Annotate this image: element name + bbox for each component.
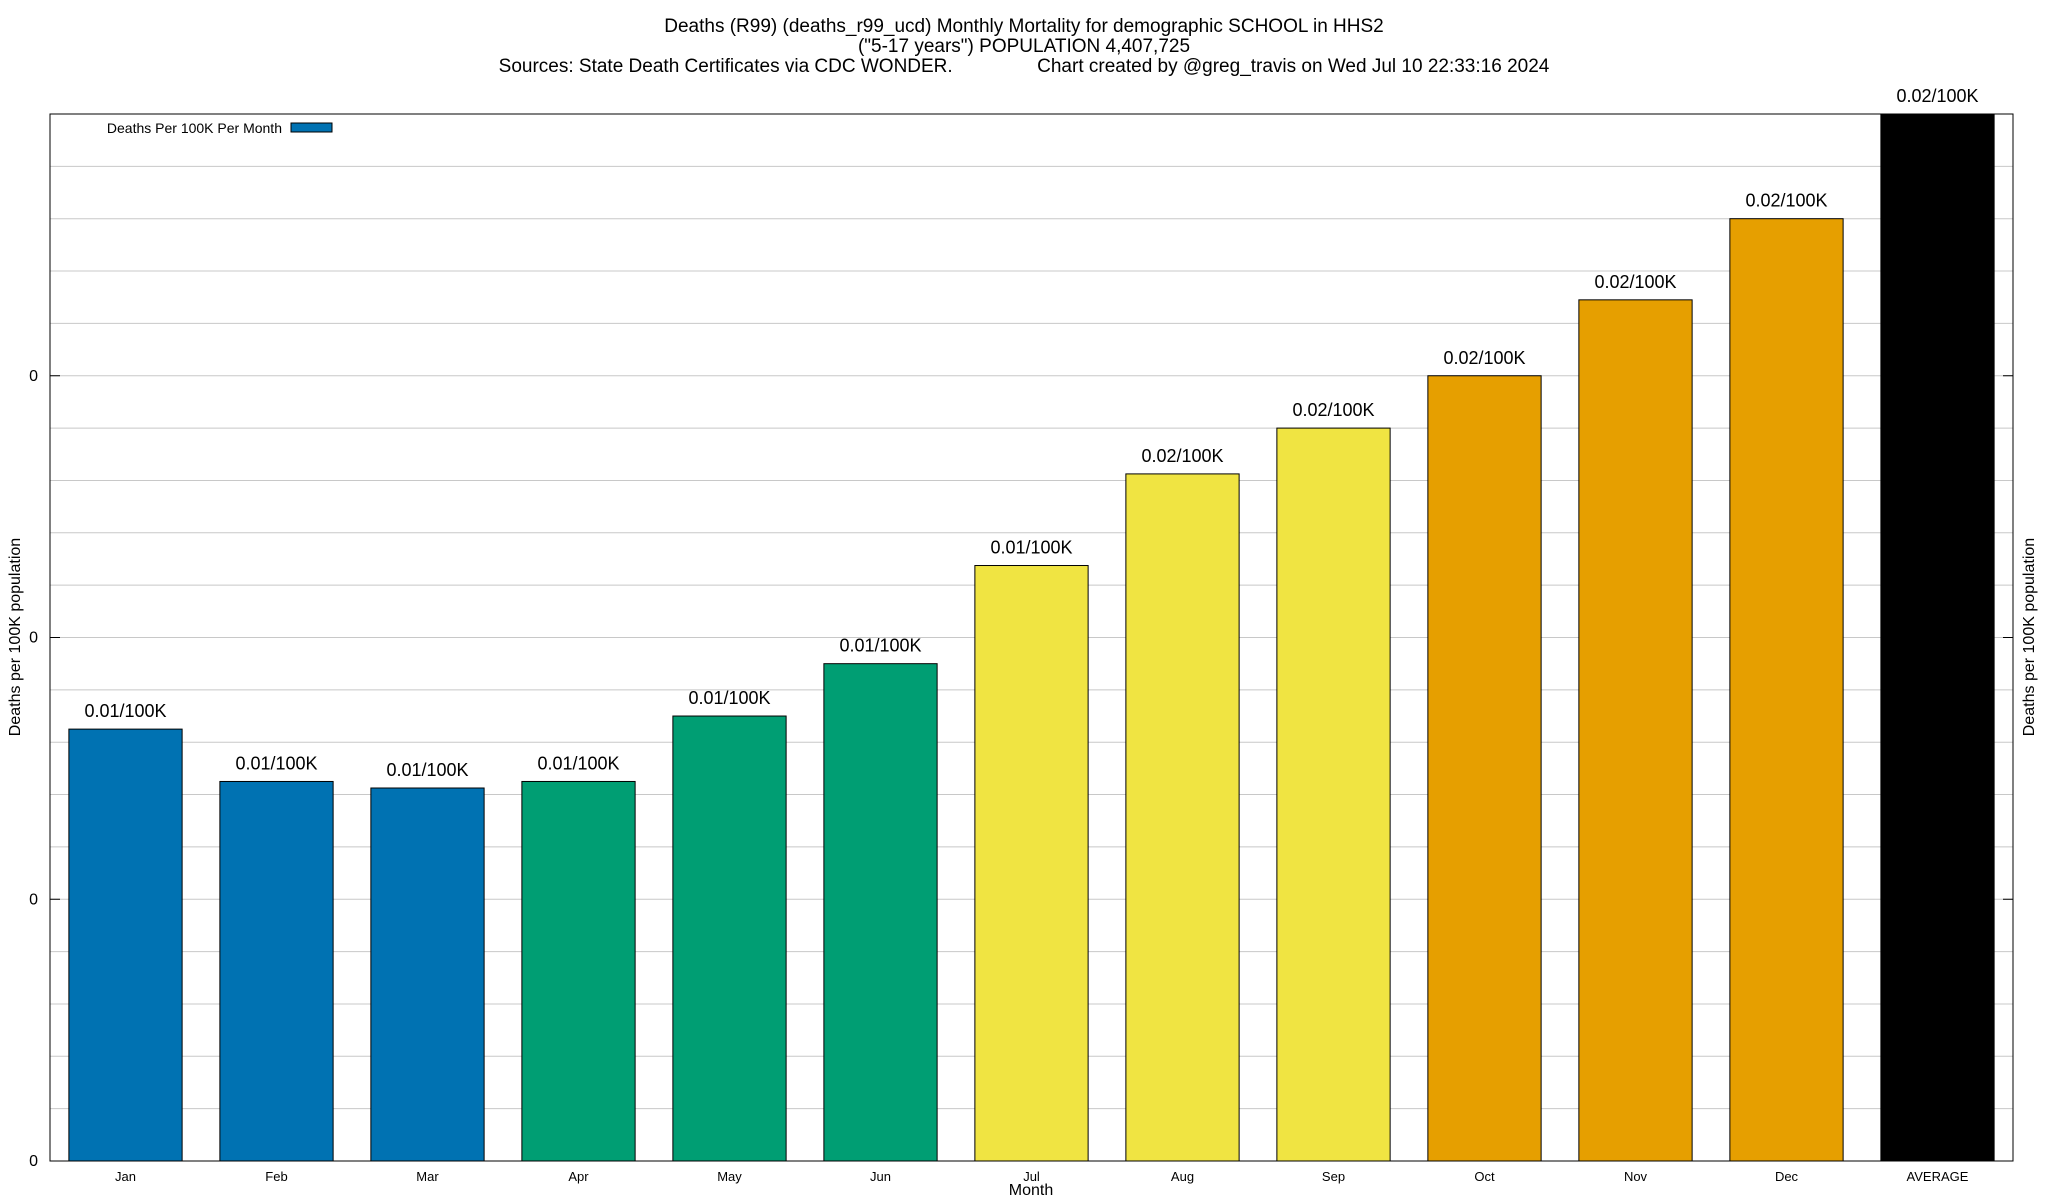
x-tick-label-may: May	[717, 1169, 742, 1184]
bar-dec	[1729, 218, 1844, 1162]
bar-nov	[1578, 299, 1693, 1162]
legend-swatch	[290, 122, 333, 133]
bar-label-dec: 0.02/100K	[1745, 191, 1827, 211]
legend: Deaths Per 100K Per Month	[107, 120, 333, 136]
bar-labels: 0.01/100K 0.01/100K 0.01/100K 0.01/100K 0.01…	[84, 86, 1978, 780]
y-tick-label-1: 0	[29, 891, 38, 908]
x-tick-label-apr: Apr	[568, 1169, 589, 1184]
plot-frame	[49, 113, 2014, 1162]
bar-label-oct: 0.02/100K	[1443, 348, 1525, 368]
bar-label-nov: 0.02/100K	[1594, 272, 1676, 292]
x-axis-title: Month	[1009, 1182, 1053, 1199]
bar-label-jan: 0.01/100K	[84, 701, 166, 721]
bar-label-feb: 0.01/100K	[235, 753, 317, 773]
y-axis-title-right: Deaths per 100K population	[2021, 538, 2038, 736]
bar-aug	[1125, 473, 1240, 1162]
bar-mar	[370, 787, 485, 1162]
bar-label-mar: 0.01/100K	[386, 760, 468, 780]
bar-apr	[521, 780, 636, 1162]
bar-label-jul: 0.01/100K	[990, 538, 1072, 558]
bar-average	[1880, 113, 1995, 1162]
bars	[68, 113, 1995, 1162]
bar-feb	[219, 780, 334, 1162]
bar-oct	[1427, 375, 1542, 1162]
bar-sep	[1276, 427, 1391, 1162]
y-tick-label-0: 0	[29, 1153, 38, 1170]
x-tick-label-aug: Aug	[1171, 1169, 1194, 1184]
bar-jan	[68, 728, 183, 1162]
bar-jul	[974, 565, 1089, 1162]
x-axis-ticks: Jan Feb Mar Apr May Jun Jul Aug Sep Oct Nov Dec AVER…	[115, 1169, 1969, 1184]
chart-title-line-1: Deaths (R99) (deaths_r99_ucd) Monthly Mo…	[664, 16, 1384, 37]
x-tick-label-oct: Oct	[1474, 1169, 1495, 1184]
x-tick-label-average: AVERAGE	[1907, 1169, 1969, 1184]
bar-jun	[823, 663, 938, 1162]
bar-label-apr: 0.01/100K	[537, 753, 619, 773]
x-tick-label-jan: Jan	[115, 1169, 136, 1184]
y-tick-label-2: 0	[29, 630, 38, 647]
legend-label: Deaths Per 100K Per Month	[107, 120, 282, 136]
bar-label-aug: 0.02/100K	[1141, 446, 1223, 466]
x-tick-label-jun: Jun	[870, 1169, 891, 1184]
bar-label-may: 0.01/100K	[688, 688, 770, 708]
x-tick-label-dec: Dec	[1775, 1169, 1799, 1184]
x-tick-label-nov: Nov	[1624, 1169, 1648, 1184]
bar-label-average: 0.02/100K	[1896, 86, 1978, 106]
x-tick-label-sep: Sep	[1322, 1169, 1345, 1184]
chart-title-line-3: Sources: State Death Certificates via CD…	[499, 56, 1550, 77]
chart-title-line-2: ("5-17 years") POPULATION 4,407,725	[858, 36, 1190, 57]
y-axis-title-left: Deaths per 100K population	[7, 538, 24, 736]
x-tick-label-jul: Jul	[1023, 1169, 1040, 1184]
x-tick-label-feb: Feb	[265, 1169, 287, 1184]
bar-label-sep: 0.02/100K	[1292, 400, 1374, 420]
y-tick-label-3: 0	[29, 368, 38, 385]
bar-may	[672, 715, 787, 1162]
x-tick-label-mar: Mar	[416, 1169, 439, 1184]
bar-label-jun: 0.01/100K	[839, 636, 921, 656]
